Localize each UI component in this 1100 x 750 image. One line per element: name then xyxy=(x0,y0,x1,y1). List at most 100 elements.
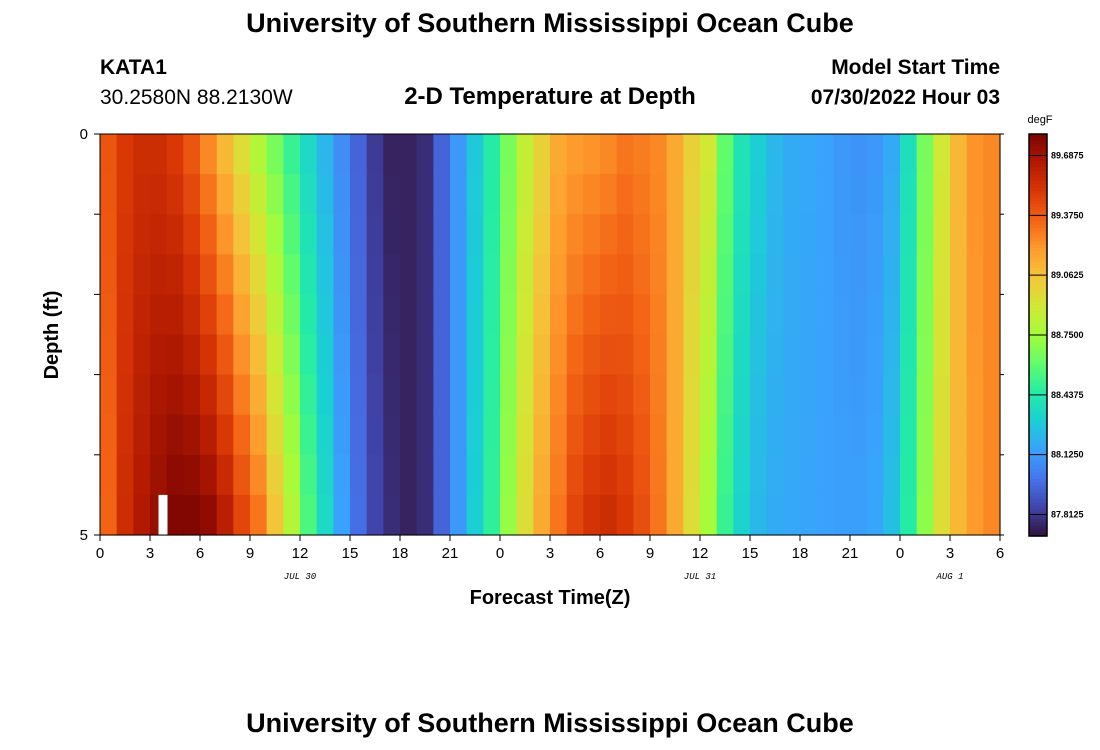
heatmap-cell xyxy=(216,134,234,175)
heatmap-cell xyxy=(483,134,501,175)
heatmap-cell xyxy=(600,174,618,215)
heatmap-cell xyxy=(233,134,251,175)
heatmap-cell xyxy=(500,334,518,376)
heatmap-cell xyxy=(633,174,651,215)
colorbar-segment xyxy=(1029,308,1047,313)
heatmap-cell xyxy=(500,414,518,456)
heatmap-cell xyxy=(200,134,218,175)
heatmap-cell xyxy=(600,374,618,416)
heatmap-cell xyxy=(833,454,851,496)
heatmap-cell xyxy=(366,454,384,496)
heatmap-cell xyxy=(250,214,268,255)
heatmap-cell xyxy=(283,414,301,456)
heatmap-cell xyxy=(250,174,268,215)
heatmap-cell xyxy=(683,334,701,376)
heatmap-cell xyxy=(750,294,768,336)
heatmap-cell xyxy=(383,374,401,416)
heatmap-cell xyxy=(350,454,368,496)
colorbar-segment xyxy=(1029,462,1047,467)
colorbar-segment xyxy=(1029,301,1047,306)
heatmap-cell xyxy=(283,374,301,416)
heatmap-cell xyxy=(100,414,118,456)
heatmap-cell xyxy=(966,334,984,376)
heatmap-cell xyxy=(533,254,551,295)
heatmap-cell xyxy=(366,414,384,456)
heatmap-cell xyxy=(100,494,118,536)
heatmap-cell xyxy=(833,174,851,215)
colorbar-segment xyxy=(1029,281,1047,286)
heatmap-cell xyxy=(416,134,434,175)
colorbar-segment xyxy=(1029,375,1047,380)
heatmap-cell xyxy=(550,414,568,456)
heatmap-cell xyxy=(166,294,184,336)
heatmap-cell xyxy=(950,294,968,336)
heatmap-cell xyxy=(300,414,318,456)
heatmap-cell xyxy=(483,454,501,496)
heatmap-cell xyxy=(950,414,968,456)
colorbar-segment xyxy=(1029,355,1047,360)
colorbar-segment xyxy=(1029,284,1047,289)
colorbar: 89.6875 89.3750 89.0625 88.7500 88.4375 88.12… xyxy=(1027,114,1084,537)
colorbar-segment xyxy=(1029,237,1047,242)
colorbar-segment xyxy=(1029,268,1047,272)
heatmap-cell xyxy=(916,134,934,175)
colorbar-segment xyxy=(1029,371,1047,376)
heatmap-cell xyxy=(316,414,334,456)
heatmap-cell xyxy=(916,254,934,295)
date-label: JUL 31 xyxy=(684,572,716,582)
heatmap-cell xyxy=(716,174,734,215)
heatmap-cell xyxy=(516,414,534,456)
colorbar-segment xyxy=(1029,137,1047,142)
heatmap-cell xyxy=(900,374,918,416)
heatmap-cell xyxy=(566,294,584,336)
x-tick-label: 15 xyxy=(742,545,759,562)
heatmap-cell xyxy=(433,174,451,215)
heatmap-cell xyxy=(950,374,968,416)
heatmap-cell xyxy=(783,414,801,456)
heatmap-cell xyxy=(416,254,434,295)
heatmap-cell xyxy=(616,254,634,295)
heatmap-cell xyxy=(566,254,584,295)
colorbar-segment xyxy=(1029,438,1047,443)
heatmap-cell xyxy=(733,414,751,456)
heatmap-cell xyxy=(633,494,651,536)
heatmap-cell xyxy=(483,214,501,255)
colorbar-segment xyxy=(1029,257,1047,262)
heatmap-cell xyxy=(583,494,601,536)
x-tick-label: 15 xyxy=(342,545,359,562)
heatmap-cell xyxy=(566,174,584,215)
heatmap-cell xyxy=(333,494,351,536)
x-tick-label: 9 xyxy=(646,545,654,562)
heatmap-cell xyxy=(733,454,751,496)
heatmap-cell xyxy=(116,174,134,215)
heatmap-cell xyxy=(166,134,184,175)
heatmap-cell xyxy=(550,374,568,416)
heatmap-cell xyxy=(466,494,484,536)
heatmap-cell xyxy=(316,174,334,215)
heatmap-cell xyxy=(933,494,951,536)
heatmap-cell xyxy=(233,414,251,456)
heatmap-cell xyxy=(750,134,768,175)
y-tick-label: 5 xyxy=(80,527,88,544)
heatmap-cell xyxy=(750,454,768,496)
colorbar-segment xyxy=(1029,204,1047,209)
heatmap-cell xyxy=(233,174,251,215)
heatmap-cell xyxy=(733,294,751,336)
heatmap-cell xyxy=(233,374,251,416)
heatmap-cell xyxy=(816,134,834,175)
heatmap-cell xyxy=(450,174,468,215)
heatmap-cell xyxy=(183,294,201,336)
heatmap-cell xyxy=(650,414,668,456)
heatmap-cell xyxy=(583,374,601,416)
colorbar-segment xyxy=(1029,361,1047,366)
heatmap-cell xyxy=(716,254,734,295)
heatmap-cell xyxy=(800,494,818,536)
colorbar-segment xyxy=(1029,298,1047,303)
heatmap-cell xyxy=(900,174,918,215)
heatmap-cell xyxy=(383,174,401,215)
heatmap-cell xyxy=(800,334,818,376)
heatmap-cell xyxy=(466,214,484,255)
x-tick-label: 3 xyxy=(546,545,554,562)
heatmap-cell xyxy=(100,334,118,376)
